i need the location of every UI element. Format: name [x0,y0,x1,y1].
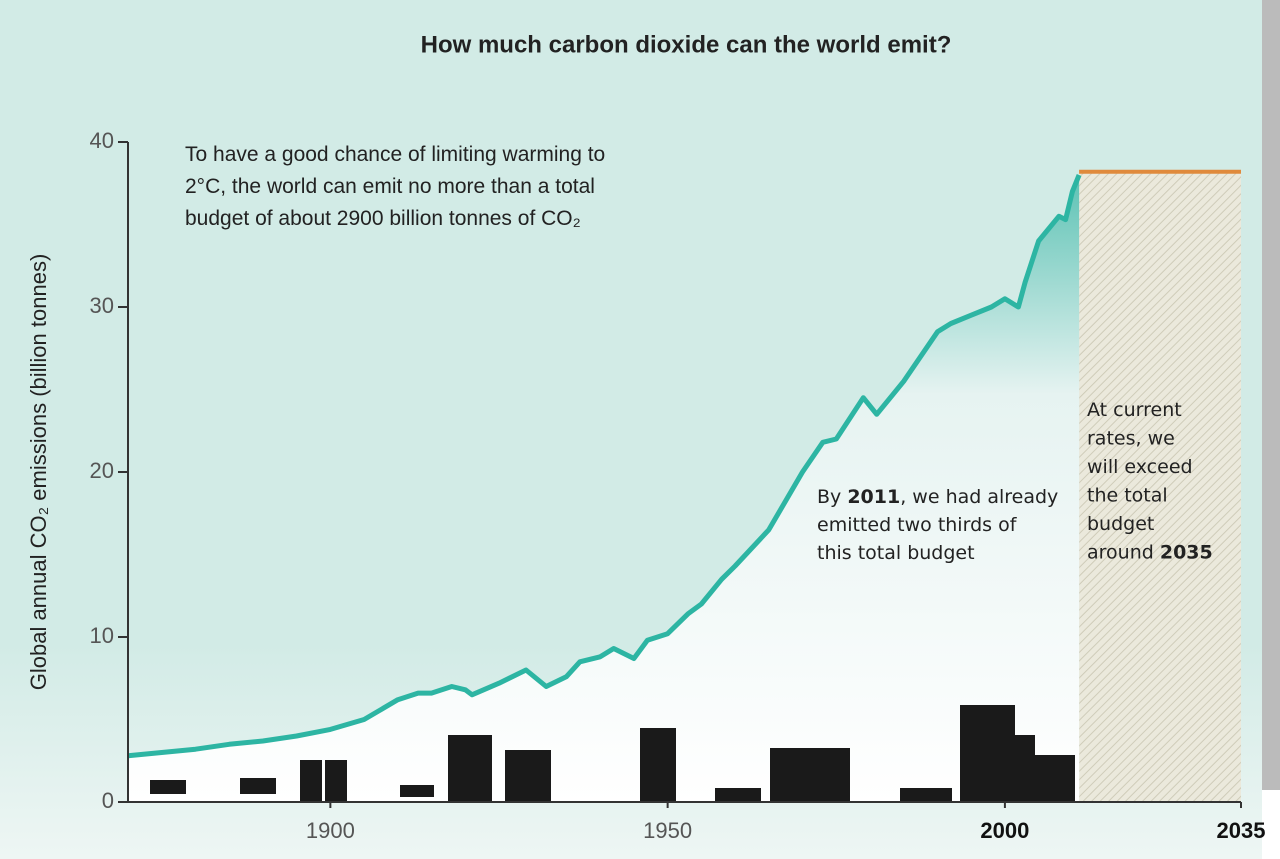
skyline [325,760,347,802]
annotation: budget [1087,513,1154,535]
skyline [960,705,1015,802]
annotation-text: this total budget [817,542,975,564]
y-tick-label: 20 [90,458,114,483]
skyline [400,785,434,797]
chart-title: How much carbon dioxide can the world em… [421,31,952,58]
y-tick-label: 30 [90,293,114,318]
annotation: To have a good chance of limiting warmin… [185,143,605,166]
x-tick-label: 2035 [1217,818,1266,843]
skyline [1015,735,1035,802]
annotation-text: rates, we [1087,427,1175,449]
skyline [1035,755,1075,802]
y-tick-label: 0 [102,788,114,813]
annotation: around 2035 [1087,541,1213,563]
annotation: By 2011, we had already [817,486,1058,508]
annotation-text: , we had already [900,486,1058,508]
x-tick-label: 1950 [643,818,692,843]
annotation-text: emitted two thirds of [817,514,1018,536]
skyline [900,788,952,802]
skyline [448,735,492,802]
annotation: emitted two thirds of [817,514,1018,536]
annotation-text: 2°C, the world can emit no more than a t… [185,175,595,198]
x-tick-label: 1900 [306,818,355,843]
annotation: will exceed [1087,456,1193,478]
skyline [640,728,676,802]
annotation: 2°C, the world can emit no more than a t… [185,175,595,198]
y-tick-label: 10 [90,623,114,648]
y-axis-label: Global annual CO₂ emissions (billion ton… [26,254,51,691]
annotation: the total [1087,484,1168,506]
x-tick-label: 2000 [980,818,1029,843]
annotation-text: the total [1087,484,1168,506]
skyline [240,778,276,794]
annotation-text: budget of about 2900 billion tonnes of C… [185,207,581,230]
annotation-text: budget [1087,513,1154,535]
skyline [505,750,551,802]
scrollbar [1262,0,1280,790]
annotation: rates, we [1087,427,1175,449]
annotation-text: 2011 [847,486,900,508]
skyline [300,760,322,802]
annotation-text: At current [1087,399,1182,421]
budget-region [1079,171,1241,802]
annotation: At current [1087,399,1182,421]
annotation: this total budget [817,542,975,564]
annotation-text: By [817,486,847,508]
skyline [150,780,186,794]
annotation-text: To have a good chance of limiting warmin… [185,143,605,166]
annotation: budget of about 2900 billion tonnes of C… [185,207,581,230]
skyline [715,788,761,802]
y-tick-label: 40 [90,128,114,153]
area [128,175,1080,802]
annotation-text: will exceed [1087,456,1193,478]
skyline [770,748,850,802]
annotation-text: 2035 [1160,541,1213,563]
annotation-text: around [1087,541,1160,563]
emissions-line [127,174,1082,759]
